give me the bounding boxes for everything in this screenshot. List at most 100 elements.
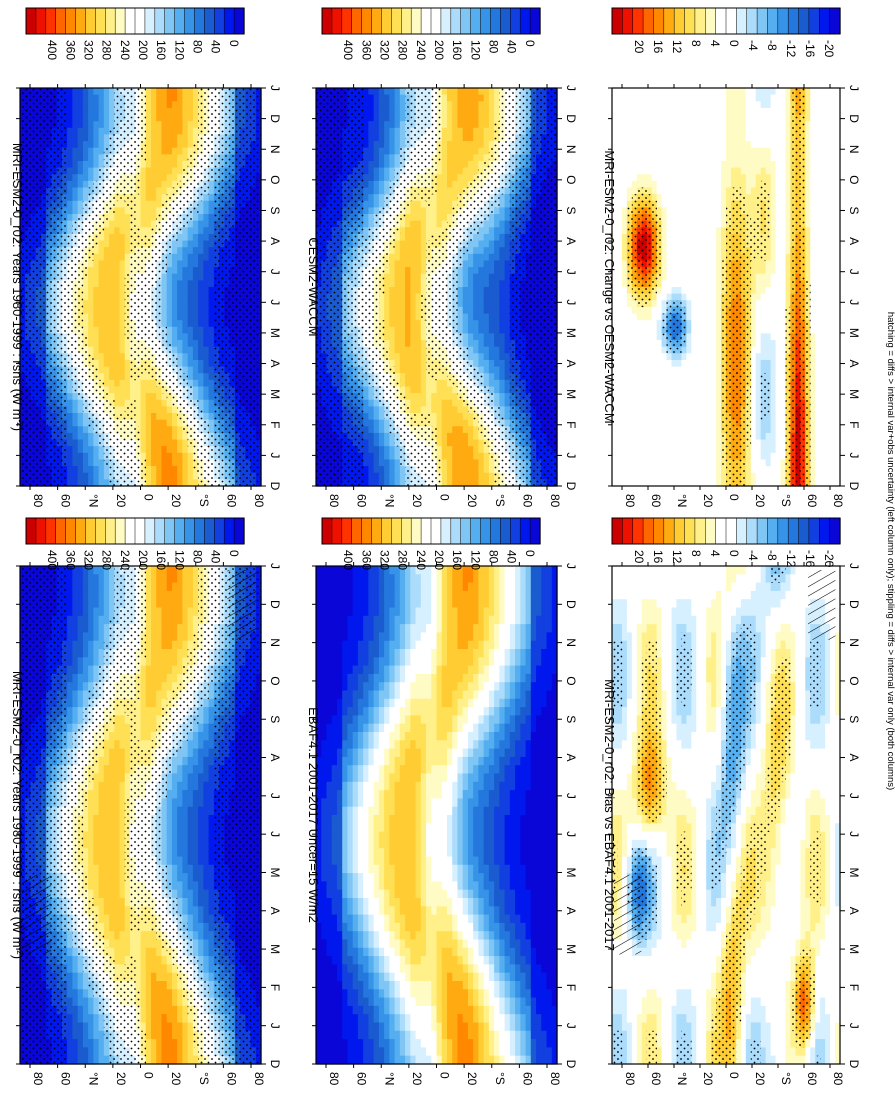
heatmap-cell xyxy=(182,574,189,584)
heatmap-cell xyxy=(494,582,500,592)
heatmap-cell xyxy=(124,906,131,916)
stipple-cell xyxy=(109,1047,115,1056)
heatmap-cell xyxy=(166,1047,173,1057)
heatmap-cell xyxy=(93,1014,100,1024)
heatmap-cell xyxy=(82,1022,89,1032)
stipple-cell xyxy=(219,856,225,866)
stipple-cell xyxy=(140,889,147,899)
stipple-cell xyxy=(213,856,220,866)
heatmap-cell xyxy=(77,964,84,974)
heatmap-cell xyxy=(436,599,443,609)
colorbar-swatch xyxy=(174,517,186,545)
stipple-cell xyxy=(40,790,47,799)
stipple-cell xyxy=(61,1039,68,1048)
heatmap-cell xyxy=(321,566,328,575)
stipple-cell xyxy=(77,781,84,791)
heatmap-cell xyxy=(109,765,115,775)
stipple-cell xyxy=(224,798,230,807)
heatmap-cell xyxy=(72,1039,79,1048)
heatmap-cell xyxy=(171,806,178,816)
stipple-cell xyxy=(145,906,152,915)
stipple-cell xyxy=(224,765,230,774)
stipple-cell xyxy=(213,624,220,633)
stipple-cell xyxy=(114,1005,120,1015)
stipple-cell xyxy=(119,624,126,633)
stipple-cell xyxy=(93,723,99,733)
heatmap-cell xyxy=(426,582,432,592)
stipple-cell xyxy=(234,673,241,683)
stipple-cell xyxy=(182,732,188,741)
stipple-cell xyxy=(203,574,209,583)
heatmap-cell xyxy=(405,624,411,633)
stipple-cell xyxy=(240,1014,246,1023)
stipple-cell xyxy=(161,748,167,758)
stipple-cell xyxy=(224,1022,230,1032)
heatmap-cell xyxy=(98,773,105,783)
stipple-cell xyxy=(229,989,236,998)
heatmap-cell xyxy=(431,582,438,592)
heatmap-cell xyxy=(494,574,500,584)
heatmap-cell xyxy=(182,1030,189,1040)
heatmap-cell xyxy=(182,790,189,799)
stipple-cell xyxy=(88,898,94,907)
heatmap-cell xyxy=(77,632,84,642)
stipple-cell xyxy=(234,906,241,915)
heatmap-cell xyxy=(378,607,385,617)
heatmap-cell xyxy=(67,956,73,965)
stipple-cell xyxy=(51,1055,57,1065)
stipple-cell xyxy=(114,607,120,617)
heatmap-cell xyxy=(166,673,173,683)
stipple-cell xyxy=(161,773,167,783)
stipple-cell xyxy=(140,856,147,866)
heatmap-cell xyxy=(145,698,152,708)
heatmap-cell xyxy=(198,815,204,824)
stipple-cell xyxy=(245,939,251,949)
stipple-cell xyxy=(150,815,157,824)
stipple-cell xyxy=(203,640,209,650)
stipple-cell xyxy=(224,989,230,998)
heatmap-cell xyxy=(140,947,147,957)
heatmap-cell xyxy=(140,922,147,932)
stipple-cell xyxy=(35,997,42,1007)
heatmap-cell xyxy=(119,898,126,907)
stipple-cell xyxy=(219,956,225,965)
stipple-cell xyxy=(229,864,236,874)
heatmap-cell xyxy=(103,898,110,907)
stipple-cell xyxy=(124,806,131,816)
stipple-cell xyxy=(56,856,63,866)
stipple-cell xyxy=(203,665,209,675)
heatmap-cell xyxy=(150,1047,157,1057)
stipple-cell xyxy=(98,939,105,949)
stipple-cell xyxy=(213,806,220,816)
stipple-cell xyxy=(67,773,73,783)
heatmap-cell xyxy=(415,574,422,584)
heatmap-cell xyxy=(208,939,215,949)
lat-tick-label: 20 xyxy=(114,1072,128,1086)
heatmap-cell xyxy=(530,566,537,575)
heatmap-cell xyxy=(145,964,152,974)
stipple-cell xyxy=(240,831,246,841)
stipple-cell xyxy=(150,748,157,758)
stipple-cell xyxy=(166,906,173,915)
stipple-cell xyxy=(93,931,99,940)
heatmap-cell xyxy=(161,1014,168,1024)
heatmap-cell xyxy=(389,599,396,609)
stipple-cell xyxy=(124,823,131,832)
heatmap-cell xyxy=(326,590,333,600)
heatmap-cell xyxy=(410,615,417,625)
heatmap-cell xyxy=(114,914,121,924)
stipple-cell xyxy=(240,881,246,890)
heatmap-cell xyxy=(93,649,100,658)
heatmap-cell xyxy=(140,956,147,965)
stipple-cell xyxy=(56,582,63,592)
stipple-cell xyxy=(72,873,78,882)
stipple-cell xyxy=(77,839,84,849)
heatmap-cell xyxy=(145,732,152,741)
stipple-cell xyxy=(109,673,115,683)
heatmap-cell xyxy=(171,1014,178,1024)
stipple-cell xyxy=(61,964,68,973)
heatmap-cell xyxy=(499,624,506,633)
heatmap-cell xyxy=(363,607,369,617)
stipple-cell xyxy=(219,781,225,791)
heatmap-cell xyxy=(103,914,110,924)
